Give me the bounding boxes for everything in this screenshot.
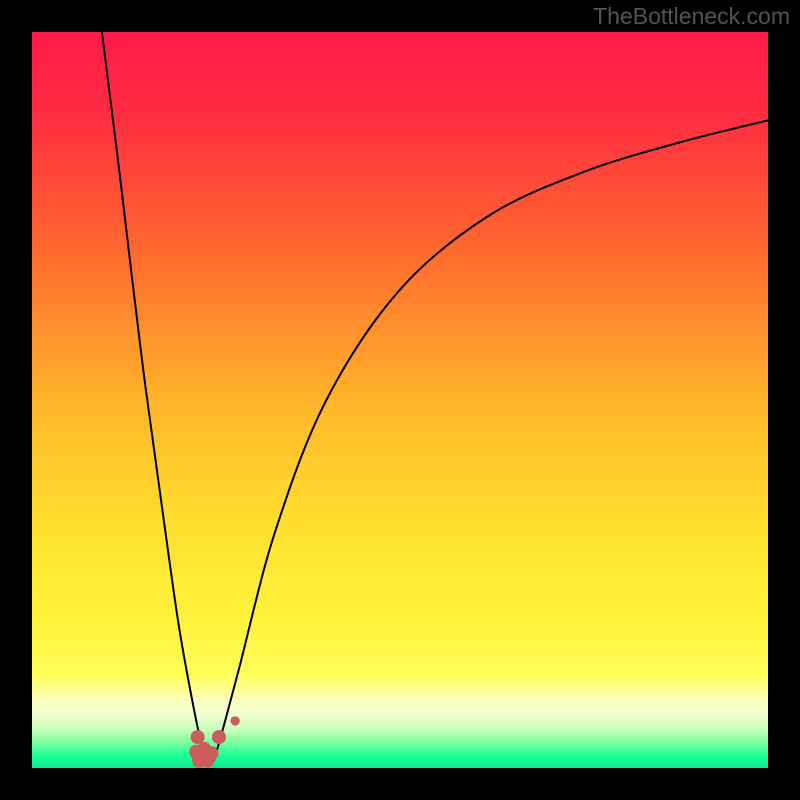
marker-point: [212, 731, 225, 744]
marker-point: [191, 731, 204, 744]
watermark-text: TheBottleneck.com: [593, 3, 790, 30]
marker-point: [231, 717, 239, 725]
bottleneck-chart: [0, 0, 800, 800]
marker-point: [205, 747, 218, 760]
plot-background: [32, 32, 768, 768]
chart-stage: TheBottleneck.com: [0, 0, 800, 800]
